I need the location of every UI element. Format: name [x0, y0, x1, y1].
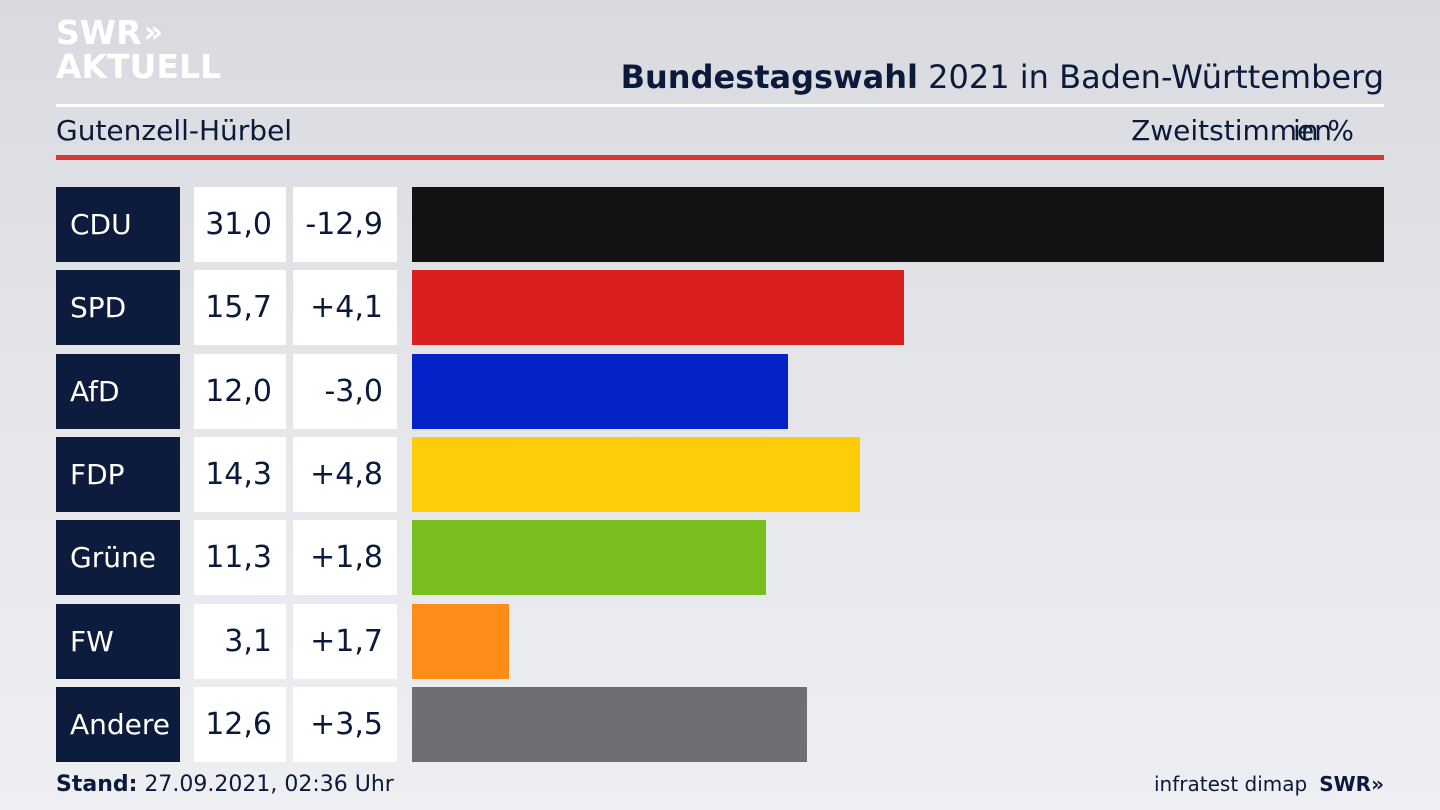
- vote-change-value: +1,8: [293, 520, 397, 596]
- result-bar: [412, 353, 789, 429]
- party-label: AfD: [56, 353, 180, 429]
- result-bar: [412, 686, 808, 762]
- result-row: Grüne 11,3 +1,8: [56, 520, 1384, 596]
- vote-share-value: 15,7: [194, 270, 286, 346]
- result-row: CDU 31,0 -12,9: [56, 187, 1384, 262]
- swr-brand-logo: SWR»: [1319, 772, 1384, 796]
- header-divider: [56, 104, 1384, 107]
- source-credit: infratest dimap SWR»: [1154, 772, 1384, 796]
- vote-share-value: 3,1: [194, 603, 286, 679]
- chart-title: Bundestagswahl 2021 in Baden-Württemberg: [621, 58, 1384, 96]
- result-row: AfD 12,0 -3,0: [56, 353, 1384, 429]
- vote-share-value: 31,0: [194, 187, 286, 262]
- result-row: FDP 14,3 +4,8: [56, 436, 1384, 512]
- result-row: Andere 12,6 +3,5: [56, 686, 1384, 762]
- party-label: Andere: [56, 686, 180, 762]
- swr-aktuell-logo: SWR» AKTUELL: [56, 13, 222, 86]
- party-label: Grüne: [56, 520, 180, 596]
- vote-share-value: 12,0: [194, 353, 286, 429]
- result-bar: [412, 270, 905, 346]
- vote-change-value: -3,0: [293, 353, 397, 429]
- result-bar: [412, 603, 510, 679]
- timestamp: Stand: 27.09.2021, 02:36 Uhr: [56, 772, 394, 797]
- vote-change-value: +4,1: [293, 270, 397, 346]
- party-label: FW: [56, 603, 180, 679]
- source-text: infratest dimap: [1154, 772, 1308, 796]
- vote-change-value: +4,8: [293, 436, 397, 512]
- result-row: FW 3,1 +1,7: [56, 603, 1384, 679]
- unit-label: Zweitstimmen: [1131, 114, 1332, 147]
- party-label: FDP: [56, 436, 180, 512]
- result-bar: [412, 187, 1384, 262]
- party-label: CDU: [56, 187, 180, 262]
- vote-change-value: +1,7: [293, 603, 397, 679]
- municipality-name: Gutenzell-Hürbel: [56, 114, 293, 147]
- title-bold: Bundestagswahl: [620, 58, 918, 96]
- unit-percent: in %: [1292, 114, 1354, 147]
- vote-share-value: 14,3: [194, 436, 286, 512]
- result-bar: [412, 520, 767, 596]
- title-rest: 2021 in Baden-Württemberg: [928, 58, 1384, 96]
- result-row: SPD 15,7 +4,1: [56, 270, 1384, 346]
- vote-change-value: +3,5: [293, 686, 397, 762]
- vote-share-value: 11,3: [194, 520, 286, 596]
- stand-value: 27.09.2021, 02:36 Uhr: [144, 772, 394, 797]
- vote-share-value: 12,6: [194, 686, 286, 762]
- accent-divider: [56, 155, 1384, 160]
- party-label: SPD: [56, 270, 180, 346]
- stand-label: Stand:: [56, 772, 138, 797]
- vote-change-value: -12,9: [293, 187, 397, 262]
- result-bar: [412, 436, 861, 512]
